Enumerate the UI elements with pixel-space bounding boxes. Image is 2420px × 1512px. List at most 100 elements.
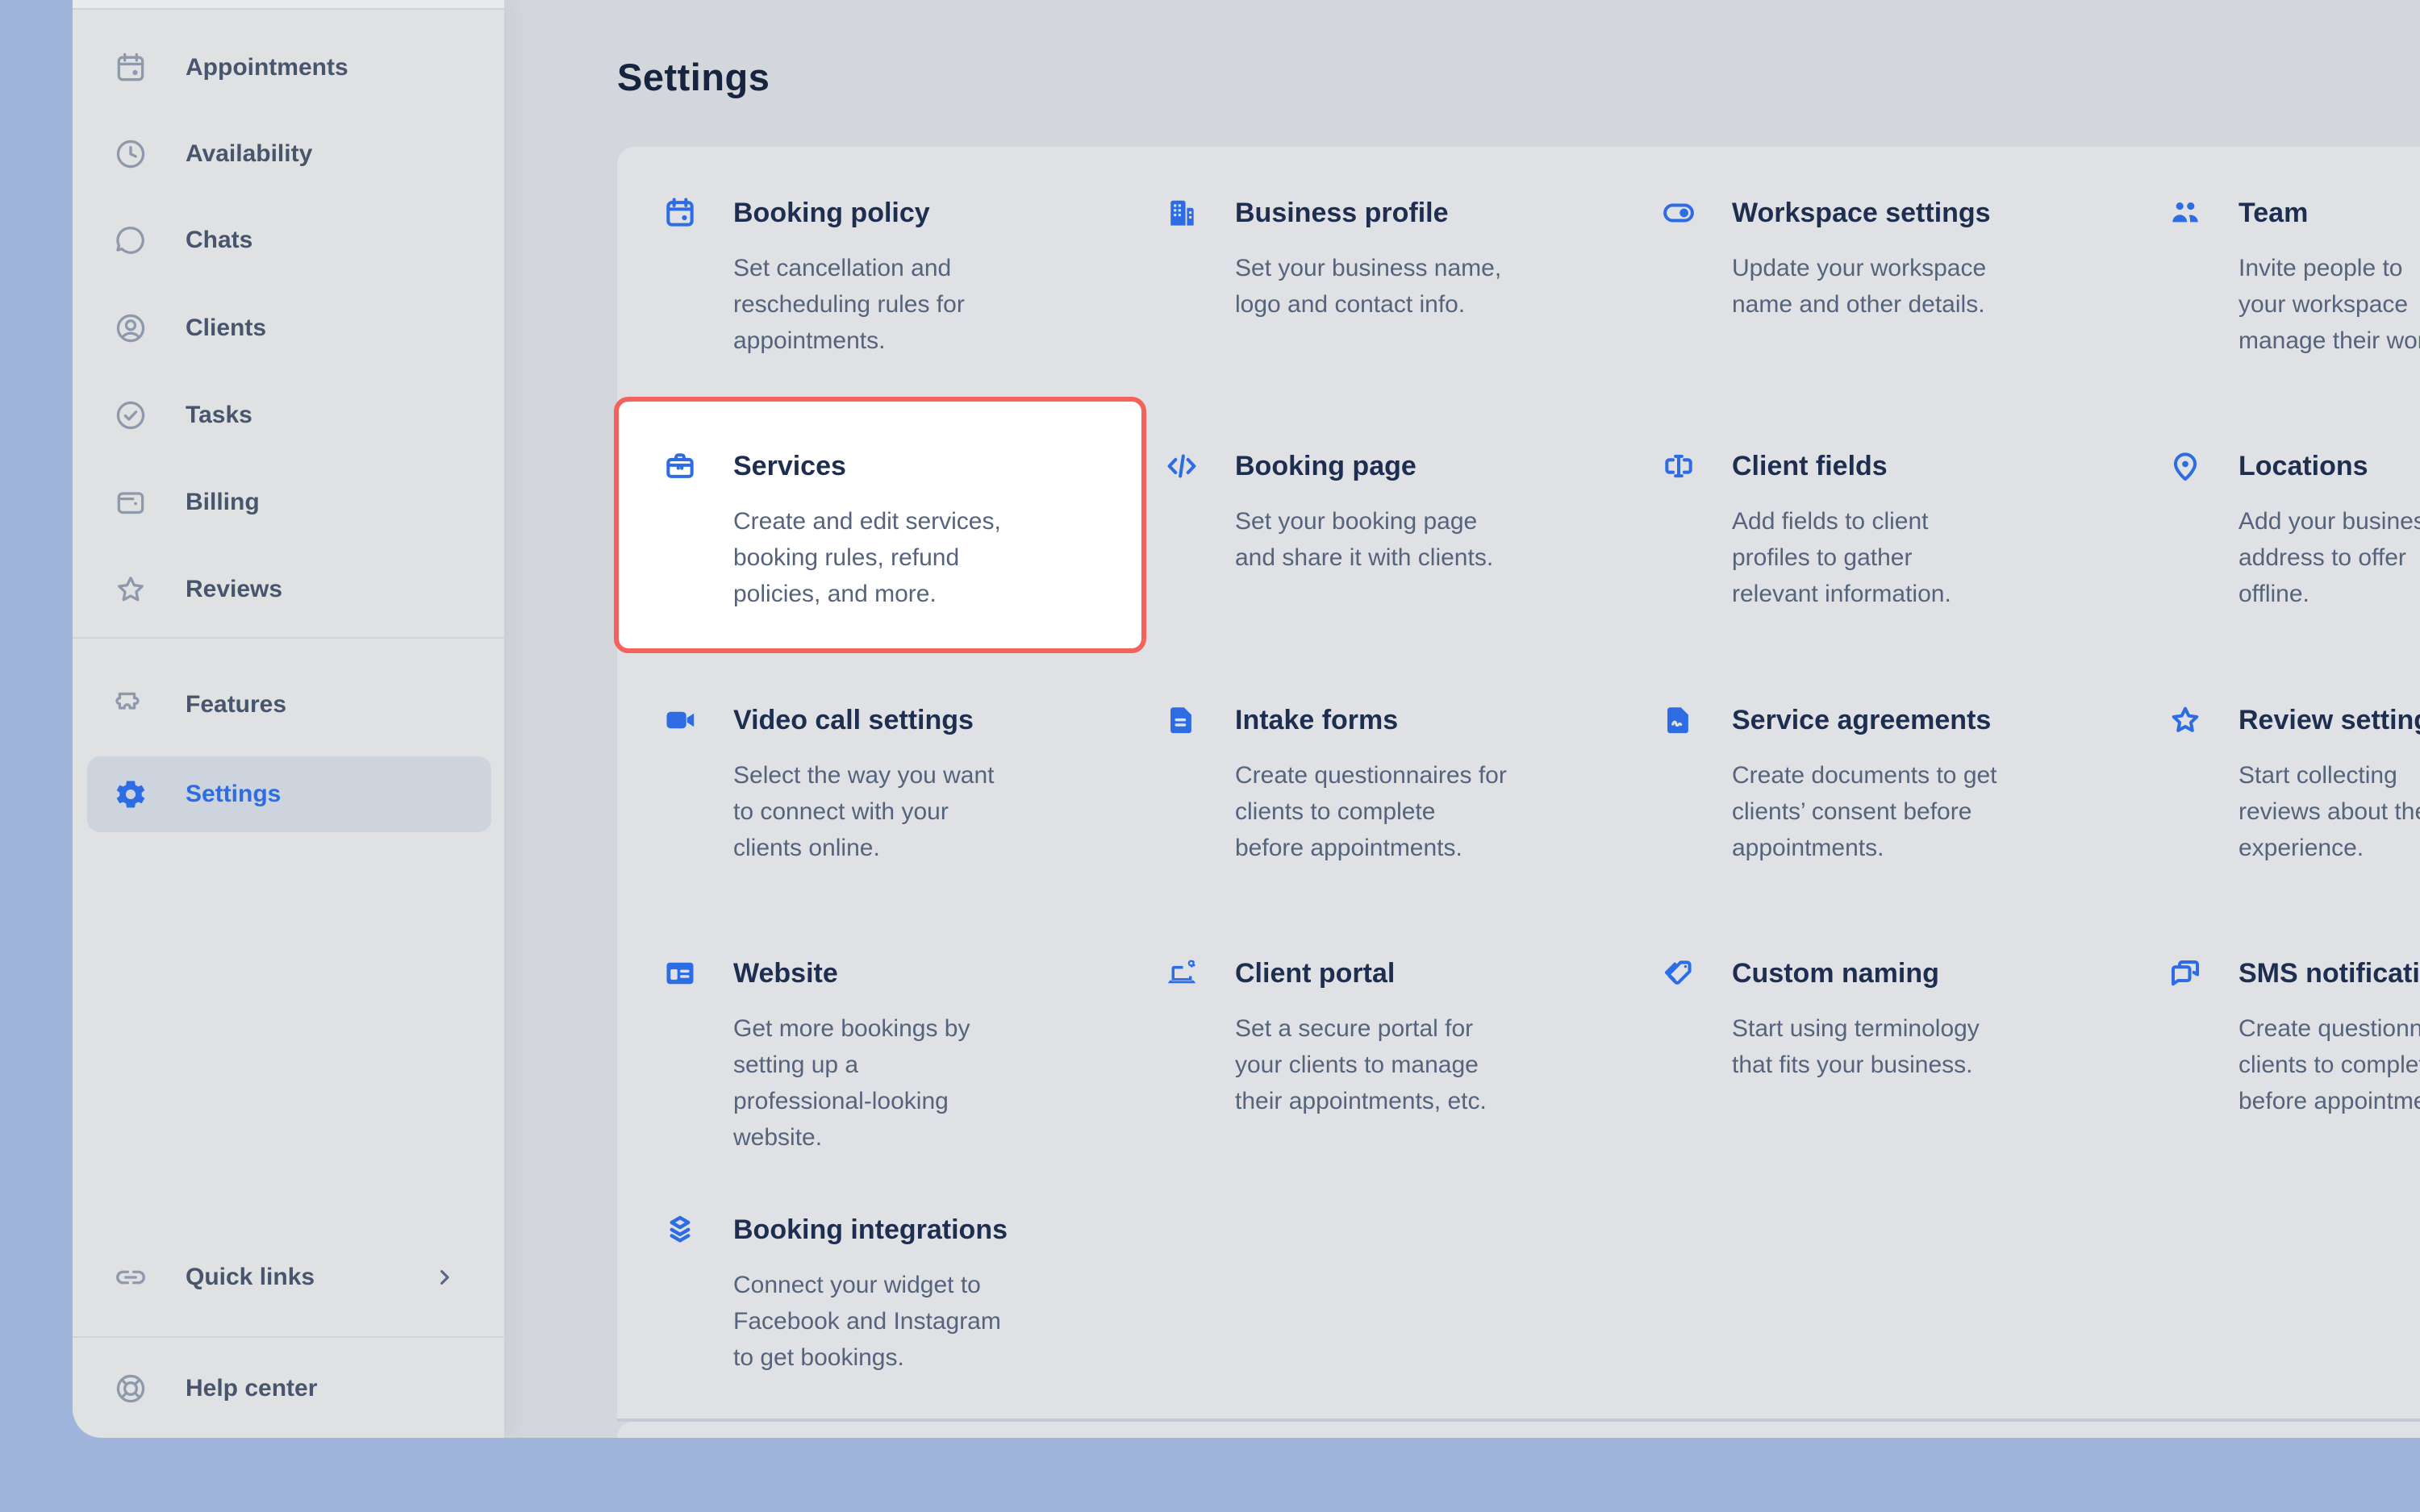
card-booking-integrations[interactable]: Booking integrations Connect your widget… (662, 1212, 1114, 1376)
sidebar-item-chats[interactable]: Chats (73, 202, 504, 278)
card-services[interactable]: Services Create and edit services, bookin… (662, 448, 1114, 612)
sidebar-top-divider (73, 0, 504, 10)
page-title: Settings (617, 56, 770, 98)
card-service-agreements[interactable]: Service agreements Create documents to g… (1661, 702, 2113, 866)
sidebar-item-availability[interactable]: Availability (73, 116, 504, 192)
card-workspace-settings[interactable]: Workspace settings Update your workspace… (1661, 195, 2113, 323)
app-window: Appointments Availability Chats Clients … (73, 0, 2420, 1438)
sidebar-item-label: Billing (186, 489, 260, 515)
sidebar-item-label: Availability (186, 140, 313, 167)
card-sms-notifications[interactable]: SMS notifications Create questionnaires … (2168, 956, 2420, 1119)
card-title: Intake forms (1235, 704, 1399, 735)
card-website[interactable]: Website Get more bookings by setting up a… (662, 956, 1114, 1156)
input-cursor-icon (1661, 448, 1696, 484)
card-booking-page[interactable]: Booking page Set your booking page and sh… (1164, 448, 1616, 576)
sidebar-divider (73, 637, 504, 639)
person-circle-icon (113, 310, 148, 346)
sidebar-item-billing[interactable]: Billing (73, 464, 504, 540)
card-title: Service agreements (1732, 704, 1992, 735)
card-description: Set your business name, logo and contact … (1235, 255, 1502, 318)
card-team[interactable]: Team Invite people to your workspace manag… (2168, 195, 2420, 359)
services-highlight-ring (614, 397, 1146, 653)
card-title: Booking integrations (733, 1214, 1008, 1245)
card-title: Client portal (1235, 957, 1396, 989)
sidebar-item-clients[interactable]: Clients (73, 290, 504, 366)
sidebar-item-label: Settings (186, 781, 282, 807)
card-description: Create documents to get clients’ consent … (1732, 762, 1997, 861)
puzzle-icon (113, 687, 148, 723)
card-title: Business profile (1235, 197, 1449, 228)
card-booking-policy[interactable]: Booking policy Set cancellation and resch… (662, 195, 1114, 359)
tags-icon (1661, 956, 1696, 991)
card-business-profile[interactable]: Business profile Set your business name,… (1164, 195, 1616, 323)
card-client-fields[interactable]: Client fields Add fields to client profil… (1661, 448, 2113, 612)
sidebar-item-features[interactable]: Features (73, 667, 504, 743)
card-description: Set cancellation and rescheduling rules f… (733, 255, 965, 354)
calendar-icon (113, 50, 148, 85)
card-title: Website (733, 957, 838, 989)
link-icon (113, 1260, 148, 1295)
briefcase-icon (662, 448, 698, 484)
next-panel-edge (617, 1422, 2420, 1438)
sidebar-divider (73, 1336, 504, 1338)
card-intake-forms[interactable]: Intake forms Create questionnaires for cl… (1164, 702, 1616, 866)
team-icon (2168, 195, 2203, 231)
video-camera-icon (662, 702, 698, 738)
card-title: SMS notifications (2238, 957, 2420, 989)
layers-icon (662, 1212, 698, 1248)
card-description: Add your business address to offer offline… (2238, 508, 2420, 607)
sidebar: Appointments Availability Chats Clients … (73, 0, 504, 1438)
sidebar-item-quick-links[interactable]: Quick links (73, 1239, 504, 1315)
card-title: Client fields (1732, 450, 1888, 481)
sidebar-item-tasks[interactable]: Tasks (73, 377, 504, 453)
card-title: Video call settings (733, 704, 974, 735)
sidebar-item-label: Quick links (186, 1264, 315, 1290)
sidebar-item-appointments[interactable]: Appointments (73, 30, 504, 106)
panel-divider (617, 1418, 2420, 1422)
card-review-settings[interactable]: Review settings Start collectingreviews … (2168, 702, 2420, 866)
card-title: Booking page (1235, 450, 1417, 481)
card-description: Select the way you want to connect with y… (733, 762, 995, 861)
sidebar-item-reviews[interactable]: Reviews (73, 552, 504, 627)
star-icon (113, 572, 148, 607)
card-title: Locations (2238, 450, 2368, 481)
card-description: Invite people to your workspace manage the… (2238, 255, 2420, 354)
active-item-highlight (87, 756, 491, 832)
map-pin-icon (2168, 448, 2203, 484)
card-locations[interactable]: Locations Add your business address to of… (2168, 448, 2420, 612)
card-description: Connect your widget to Facebook and Insta… (733, 1272, 1001, 1371)
card-description: Update your workspace name and other deta… (1732, 255, 1987, 318)
laptop-gear-icon (1164, 956, 1200, 991)
card-custom-naming[interactable]: Custom naming Start using terminology tha… (1661, 956, 2113, 1083)
building-icon (1164, 195, 1200, 231)
card-title: Team (2238, 197, 2309, 228)
sidebar-item-help-center[interactable]: Help center (73, 1351, 504, 1427)
card-title: Workspace settings (1732, 197, 1991, 228)
card-description: Get more bookings by setting up a professi… (733, 1015, 970, 1151)
card-description: Set your booking page and share it with c… (1235, 508, 1494, 571)
sidebar-item-label: Chats (186, 227, 253, 253)
document-icon (1164, 702, 1200, 738)
wallet-icon (113, 485, 148, 520)
card-video-call-settings[interactable]: Video call settings Select the way you w… (662, 702, 1114, 866)
document-signature-icon (1661, 702, 1696, 738)
card-title: Custom naming (1732, 957, 1939, 989)
calendar-icon (662, 195, 698, 231)
browser-window-icon (662, 956, 698, 991)
sidebar-item-settings[interactable]: Settings (73, 756, 504, 832)
card-client-portal[interactable]: Client portal Set a secure portal for you… (1164, 956, 1616, 1119)
card-description: Start collecting reviews about the experie… (2238, 762, 2420, 861)
settings-card-panel: Booking policy Set cancellation and resch… (614, 147, 2420, 1418)
sidebar-item-label: Tasks (186, 402, 252, 428)
card-title: Booking policy (733, 197, 930, 228)
star-outline-icon (2168, 702, 2203, 738)
gear-icon (113, 777, 148, 812)
sidebar-item-label: Features (186, 691, 287, 718)
clock-icon (113, 136, 148, 172)
card-description: Set a secure portal for your clients to m… (1235, 1015, 1487, 1114)
sidebar-item-label: Help center (186, 1375, 318, 1402)
sidebar-item-label: Clients (186, 314, 267, 341)
card-description: Start using terminology that fits your bu… (1732, 1015, 1980, 1078)
